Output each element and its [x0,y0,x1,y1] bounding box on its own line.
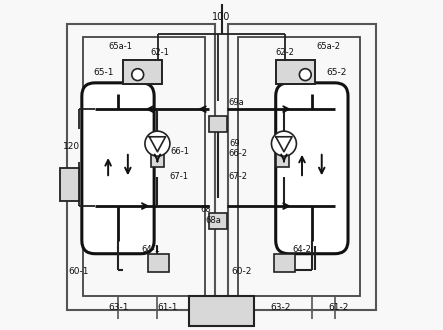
Text: 64-2: 64-2 [292,245,311,254]
Circle shape [299,69,311,81]
Bar [151,153,164,167]
Text: 67-1: 67-1 [169,172,188,181]
Circle shape [145,131,170,156]
Circle shape [132,69,144,81]
Bar [238,37,360,296]
Text: 65-1: 65-1 [93,69,114,78]
Bar [274,254,295,272]
Bar [61,168,78,201]
Text: 67-2: 67-2 [228,172,247,181]
Bar [209,213,227,229]
Bar [148,254,169,272]
Bar [83,37,205,296]
Text: 61-2: 61-2 [328,304,349,313]
Text: 64-1: 64-1 [141,245,160,254]
Bar [209,116,227,132]
Text: 66-1: 66-1 [171,148,190,156]
Text: 63-2: 63-2 [271,304,291,313]
Bar [276,153,289,167]
Bar [228,24,376,310]
Text: 62-1: 62-1 [151,48,170,57]
Text: 120: 120 [63,143,80,151]
Text: 60-1: 60-1 [68,267,89,276]
Bar [67,24,215,310]
Text: 66-2: 66-2 [228,149,247,158]
FancyBboxPatch shape [82,83,154,254]
Text: 65a-1: 65a-1 [108,42,132,51]
Text: 62-2: 62-2 [276,48,295,57]
Text: 65a-2: 65a-2 [317,42,341,51]
Text: 69a: 69a [228,98,244,107]
Bar [276,60,315,84]
Circle shape [272,131,296,156]
Text: 68a: 68a [205,216,221,225]
Text: 100: 100 [212,12,231,22]
FancyBboxPatch shape [276,83,348,254]
Bar [123,60,162,84]
Text: 65-2: 65-2 [326,69,347,78]
Text: 63-1: 63-1 [108,304,128,313]
Text: 60-2: 60-2 [231,267,252,276]
Text: 68: 68 [200,205,211,214]
Text: 69: 69 [230,139,241,148]
Bar [189,296,254,326]
Text: 61-1: 61-1 [157,304,178,313]
